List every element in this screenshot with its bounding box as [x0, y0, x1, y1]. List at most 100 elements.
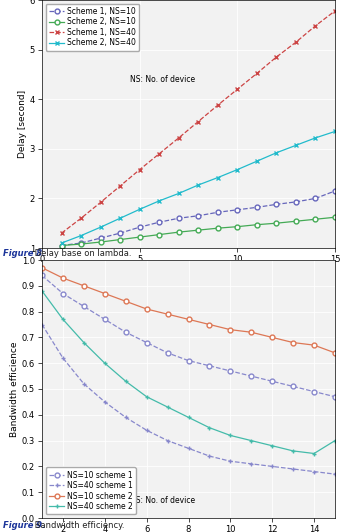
Scheme 2, NS=40	[235, 167, 239, 173]
Scheme 1, NS=10	[274, 201, 279, 207]
NS=10 scheme 1	[249, 373, 253, 379]
Scheme 2, NS=40	[196, 182, 200, 188]
NS=40 scheme 1	[103, 398, 107, 405]
NS=40 scheme 1	[333, 471, 337, 477]
NS=40 scheme 1	[208, 453, 212, 459]
NS=40 scheme 2	[103, 360, 107, 367]
NS=10 scheme 2	[270, 334, 274, 340]
Scheme 2, NS=40	[138, 206, 142, 212]
Scheme 2, NS=40	[333, 128, 337, 135]
NS=10 scheme 2	[61, 275, 65, 281]
Scheme 1, NS=10	[333, 188, 337, 194]
NS=10 scheme 1	[291, 383, 295, 389]
NS=40 scheme 2	[312, 450, 316, 456]
Scheme 2, NS=40	[79, 232, 83, 239]
Scheme 2, NS=10	[59, 243, 63, 249]
Scheme 1, NS=40	[59, 230, 63, 236]
NS=40 scheme 1	[291, 466, 295, 472]
Scheme 1, NS=40	[274, 54, 279, 60]
NS=10 scheme 1	[333, 394, 337, 400]
Scheme 1, NS=40	[177, 135, 181, 141]
Line: NS=10 scheme 1: NS=10 scheme 1	[39, 273, 338, 399]
Text: Figure 9.: Figure 9.	[3, 520, 45, 529]
Scheme 2, NS=40	[294, 142, 298, 148]
NS=10 scheme 2	[312, 342, 316, 348]
NS=10 scheme 2	[103, 290, 107, 297]
Text: NS: No. of device: NS: No. of device	[130, 75, 195, 84]
Scheme 2, NS=40	[157, 198, 161, 204]
Line: Scheme 2, NS=10: Scheme 2, NS=10	[59, 215, 338, 248]
Scheme 1, NS=10	[59, 243, 63, 249]
NS=40 scheme 2	[166, 404, 170, 410]
Scheme 1, NS=10	[118, 230, 122, 236]
Legend: NS=10 scheme 1, NS=40 scheme 1, NS=10 scheme 2, NS=40 scheme 2: NS=10 scheme 1, NS=40 scheme 1, NS=10 sc…	[46, 468, 136, 514]
Scheme 1, NS=40	[314, 22, 318, 29]
NS=40 scheme 2	[270, 443, 274, 449]
Y-axis label: Bandwidth efficience: Bandwidth efficience	[10, 341, 19, 437]
Scheme 1, NS=40	[294, 39, 298, 45]
Scheme 2, NS=10	[216, 225, 220, 231]
NS=10 scheme 1	[145, 339, 149, 346]
Scheme 1, NS=10	[216, 209, 220, 215]
Scheme 2, NS=10	[157, 231, 161, 238]
Legend: Scheme 1, NS=10, Scheme 2, NS=10, Scheme 1, NS=40, Scheme 2, NS=40: Scheme 1, NS=10, Scheme 2, NS=10, Scheme…	[46, 4, 139, 51]
NS=40 scheme 1	[145, 427, 149, 434]
Scheme 2, NS=10	[255, 221, 259, 228]
Scheme 2, NS=40	[177, 190, 181, 197]
Scheme 2, NS=10	[274, 220, 279, 227]
NS=40 scheme 2	[145, 394, 149, 400]
NS=40 scheme 2	[187, 414, 191, 421]
NS=40 scheme 1	[228, 458, 233, 464]
Scheme 1, NS=10	[157, 219, 161, 226]
NS=40 scheme 2	[61, 316, 65, 322]
X-axis label: lambda [packets/second]: lambda [packets/second]	[131, 267, 246, 276]
NS=40 scheme 2	[208, 425, 212, 431]
Scheme 1, NS=40	[255, 70, 259, 77]
Scheme 2, NS=10	[118, 236, 122, 243]
NS=10 scheme 1	[103, 316, 107, 322]
NS=10 scheme 1	[124, 329, 128, 336]
NS=40 scheme 1	[124, 414, 128, 421]
Scheme 2, NS=40	[274, 149, 279, 156]
NS=40 scheme 2	[40, 288, 44, 294]
NS=10 scheme 1	[40, 272, 44, 279]
NS=40 scheme 1	[187, 445, 191, 452]
Line: NS=40 scheme 1: NS=40 scheme 1	[39, 322, 338, 477]
NS=10 scheme 2	[124, 298, 128, 304]
NS=40 scheme 1	[270, 463, 274, 470]
NS=40 scheme 2	[124, 378, 128, 385]
Scheme 1, NS=40	[196, 118, 200, 124]
Scheme 1, NS=10	[177, 215, 181, 221]
NS=10 scheme 1	[187, 358, 191, 364]
Scheme 2, NS=40	[255, 158, 259, 164]
Scheme 1, NS=40	[138, 167, 142, 173]
Line: NS=40 scheme 2: NS=40 scheme 2	[39, 288, 338, 456]
Scheme 1, NS=10	[255, 204, 259, 211]
Scheme 2, NS=10	[79, 241, 83, 247]
Scheme 1, NS=40	[79, 215, 83, 221]
NS=40 scheme 2	[82, 339, 86, 346]
NS=40 scheme 1	[312, 468, 316, 475]
Scheme 1, NS=10	[196, 213, 200, 219]
NS=40 scheme 1	[82, 381, 86, 387]
Text: Figure 8.: Figure 8.	[3, 250, 45, 259]
Scheme 1, NS=40	[157, 151, 161, 157]
Scheme 1, NS=10	[79, 240, 83, 246]
Scheme 2, NS=10	[314, 216, 318, 222]
Scheme 2, NS=10	[235, 223, 239, 230]
Scheme 1, NS=10	[314, 195, 318, 202]
NS=10 scheme 1	[61, 290, 65, 297]
Scheme 1, NS=10	[138, 224, 142, 230]
NS=10 scheme 2	[291, 339, 295, 346]
Scheme 1, NS=40	[333, 8, 337, 14]
NS=40 scheme 1	[249, 461, 253, 467]
Scheme 2, NS=40	[216, 174, 220, 181]
Scheme 1, NS=10	[98, 235, 103, 242]
Scheme 2, NS=40	[314, 135, 318, 141]
Scheme 2, NS=10	[333, 214, 337, 220]
NS=40 scheme 2	[291, 448, 295, 454]
NS=10 scheme 2	[228, 327, 233, 333]
Line: Scheme 1, NS=40: Scheme 1, NS=40	[59, 9, 338, 236]
NS=10 scheme 2	[249, 329, 253, 336]
NS=10 scheme 2	[82, 282, 86, 289]
